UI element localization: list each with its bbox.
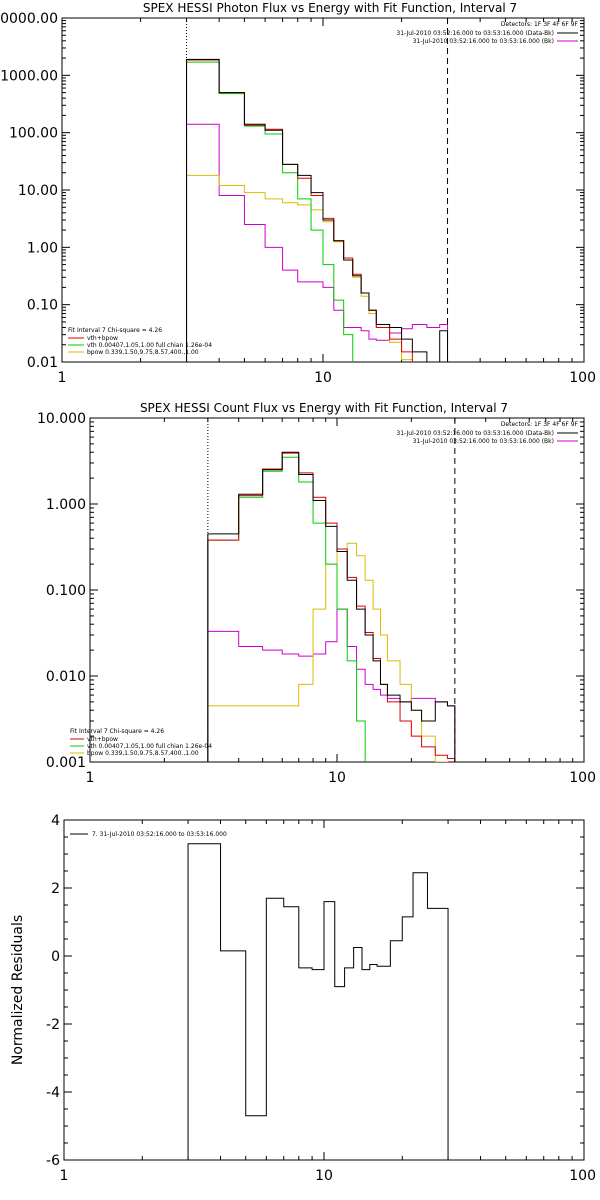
legend-entry-vth: vth 0.00407,1.05,1.00 full chian 1.26e-0… <box>87 342 212 349</box>
legend-entry-data: 31-Jul-2010 03:52:16.000 to 03:53:16.000… <box>396 430 554 437</box>
legend-entry-background: 31-Jul-2010 03:52:16.000 to 03:53:16.000… <box>413 38 554 45</box>
residuals-panel: Normalized Residuals -6 -4 -2 0 2 4 1 10 100 7.… <box>10 813 596 1184</box>
residuals-y-axis-label: Normalized Residuals <box>10 915 26 1065</box>
residuals-x-ticks: 1 10 100 <box>60 820 596 1184</box>
y-tick-label: 1000.00 <box>0 68 58 84</box>
count-flux-series <box>207 451 456 762</box>
vth-histogram-line <box>207 456 366 762</box>
y-tick-label: 10.00 <box>18 183 58 199</box>
photon-flux-x-ticks: 1 10 100 <box>58 18 596 386</box>
y-tick-label: 4 <box>51 813 60 829</box>
y-tick-label: -4 <box>46 1085 60 1101</box>
y-tick-label: 0.10 <box>27 298 58 314</box>
x-tick-label: 100 <box>569 370 596 386</box>
y-tick-label: 0.01 <box>27 355 58 371</box>
y-tick-label: 1.00 <box>27 240 58 256</box>
y-tick-label: -6 <box>46 1153 60 1169</box>
x-tick-label: 1 <box>58 370 67 386</box>
x-tick-label: 100 <box>569 770 596 786</box>
legend-detectors: Detectors: 1F 3F 4F 6F 9F <box>501 21 579 28</box>
y-tick-label: 10000.00 <box>0 11 58 27</box>
y-tick-label: -2 <box>46 1017 60 1033</box>
data-histogram-line <box>207 451 456 762</box>
legend-entry-total: vth+bpow <box>87 335 118 342</box>
y-tick-label: 1.000 <box>46 497 86 513</box>
count-flux-y-ticks: 0.001 0.010 0.100 1.000 10.000 <box>37 411 584 771</box>
legend-fit-header: Fit Interval 7 Chi-square = 4.26 <box>68 327 162 334</box>
legend-entry-data: 31-Jul-2010 03:52:16.000 to 03:53:16.000… <box>396 30 554 37</box>
legend-entry-residual: 7. 31-Jul-2010 03:52:16.000 to 03:53:16.… <box>92 831 227 838</box>
residuals-y-ticks: -6 -4 -2 0 2 4 <box>46 813 584 1169</box>
count-flux-title: SPEX HESSI Count Flux vs Energy with Fit… <box>140 401 508 415</box>
residuals-series <box>187 843 449 1160</box>
y-tick-label: 0.010 <box>46 669 86 685</box>
photon-flux-panel: SPEX HESSI Photon Flux vs Energy with Fi… <box>0 1 596 386</box>
legend-entry-background: 31-Jul-2010 03:52:16.000 to 03:53:16.000… <box>413 438 554 445</box>
data-histogram-line <box>186 58 449 362</box>
x-tick-label: 10 <box>314 370 332 386</box>
legend-fit-header: Fit Interval 7 Chi-square = 4.26 <box>70 728 164 735</box>
photon-flux-title: SPEX HESSI Photon Flux vs Energy with Fi… <box>143 1 517 15</box>
photon-flux-legend-top: Detectors: 1F 3F 4F 6F 9F 31-Jul-2010 03… <box>396 21 578 45</box>
photon-flux-series <box>186 58 449 362</box>
x-tick-label: 1 <box>86 770 95 786</box>
photon-flux-legend-bottom: Fit Interval 7 Chi-square = 4.26 vth+bpo… <box>68 327 212 356</box>
y-tick-label: 10.000 <box>37 411 86 427</box>
legend-entry-vth: vth 0.00407,1.05,1.00 full chian 1.26e-0… <box>87 743 212 750</box>
y-tick-label: 0.100 <box>46 583 86 599</box>
residual-histogram-line <box>187 843 449 1160</box>
residuals-legend: 7. 31-Jul-2010 03:52:16.000 to 03:53:16.… <box>70 831 227 838</box>
x-tick-label: 100 <box>569 1168 596 1184</box>
legend-entry-total: vth+bpow <box>87 736 118 743</box>
background-histogram-line <box>186 123 449 362</box>
x-tick-label: 10 <box>315 1168 333 1184</box>
legend-entry-bpow: bpow 0.339,1.50,9.75,8.57,400.,1.00 <box>87 349 199 356</box>
y-tick-label: 0 <box>51 949 60 965</box>
count-flux-legend-bottom: Fit Interval 7 Chi-square = 4.26 vth+bpo… <box>70 728 212 757</box>
count-flux-legend-top: Detectors: 1F 3F 4F 6F 9F 31-Jul-2010 03… <box>396 421 578 445</box>
legend-detectors: Detectors: 1F 3F 4F 6F 9F <box>501 421 579 428</box>
x-tick-label: 10 <box>328 770 346 786</box>
y-tick-label: 0.001 <box>46 755 86 771</box>
count-flux-panel: SPEX HESSI Count Flux vs Energy with Fit… <box>37 401 596 786</box>
y-tick-label: 100.00 <box>9 126 58 142</box>
y-tick-label: 2 <box>51 881 60 897</box>
photon-flux-y-ticks: 0.01 0.10 1.00 10.00 100.00 1000.00 10000.00 <box>0 11 584 371</box>
x-tick-label: 1 <box>60 1168 69 1184</box>
legend-entry-bpow: bpow 0.339,1.50,9.75,8.57,400.,1.00 <box>87 750 199 757</box>
